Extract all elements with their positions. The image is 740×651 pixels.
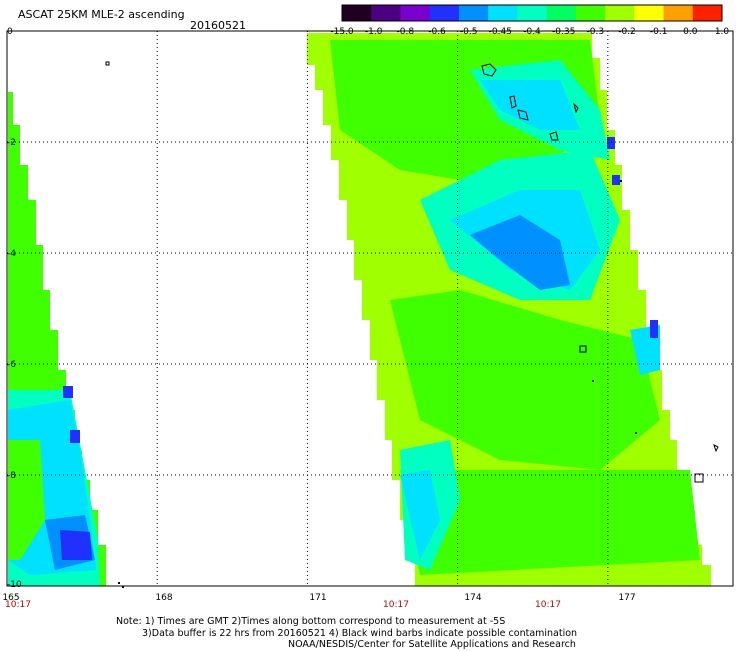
note-line-1: Note: 1) Times are GMT 2)Times along bot… [116,616,506,627]
colorbar-label: -0.2 [618,27,636,37]
colorbar-swatch [575,5,606,21]
island-outline [105,61,110,66]
colorbar-swatch [663,5,694,21]
colorbar-label: -0.3 [586,27,605,37]
colorbar-label: -1.0 [364,27,383,37]
island-outline [713,444,719,453]
plot-title: ASCAT 25KM MLE-2 ascending [18,8,185,21]
island-outline [481,63,497,77]
colorbar-swatch [488,5,518,21]
contamination-mark [620,180,622,182]
colorbar-swatch [692,5,723,21]
island-outline [509,95,517,109]
colorbar-swatch [458,5,489,21]
lon-label-171: 171 [309,593,327,603]
lat-label-10: -10 [7,580,22,590]
swath-patch [400,470,440,560]
plot-frame [6,30,734,587]
swath-patch [60,530,92,560]
lat-label-0: 0 [7,27,13,37]
island-outline [573,102,579,114]
swath-patch [480,80,580,130]
island-outlines [105,61,719,588]
island-outline [579,345,587,353]
colorbar-swatch [429,5,460,21]
colorbar-label: -0.8 [396,27,415,37]
swath-cell [612,175,620,185]
contamination-mark [118,582,120,584]
contamination-mark [635,432,637,434]
time-label-3: 10:17 [535,600,561,610]
colorbar-swatch [546,5,577,21]
swath-cell [650,320,658,338]
colorbar-swatch [400,5,431,21]
colorbar-swatch [517,5,548,21]
colorbar-label: -0.5 [459,27,478,37]
lat-label-2: -2 [7,138,16,148]
plot-date: 20160521 [190,19,246,32]
colorbar-label: -0.1 [649,27,668,37]
swath-cell [607,137,615,149]
colorbar-label: -0.35 [552,27,576,37]
colorbar [341,4,723,22]
colorbar-swatch [605,5,635,21]
note-line-3: NOAA/NESDIS/Center for Satellite Applica… [288,639,576,650]
lat-label-6: -6 [7,360,16,370]
colorbar-label: -15.0 [330,27,354,37]
lon-label-177: 177 [618,593,636,603]
swath-patch [400,470,700,575]
colorbar-swatch [634,5,665,21]
swath-patch [8,440,45,560]
swath-patch [70,430,80,443]
grid-lines [7,31,733,586]
contamination-mark [592,380,594,382]
swaths-layer [8,33,711,586]
contamination-mark [122,586,124,588]
island-outline [549,131,559,141]
swath-patch [63,386,73,398]
colorbar-frame [341,4,723,22]
colorbar-label: 0.0 [683,27,698,37]
colorbar-label: 1.0 [714,27,730,37]
lat-label-4: -4 [7,249,16,259]
island-outline [694,473,704,483]
time-label-1: 10:17 [5,600,31,610]
colorbar-label: -0.6 [428,27,446,37]
lon-label-165: 165 [2,593,20,603]
colorbar-label: -0.45 [488,27,512,37]
lon-label-174: 174 [464,593,482,603]
colorbar-swatch [342,5,372,21]
time-label-2: 10:17 [383,600,409,610]
colorbar-label: -0.4 [523,27,541,37]
lat-label-8: -8 [7,471,16,481]
lon-label-168: 168 [155,593,173,603]
island-outline [517,109,529,121]
colorbar-swatch [371,5,401,21]
note-line-2: 3)Data buffer is 22 hrs from 20160521 4)… [142,628,578,639]
